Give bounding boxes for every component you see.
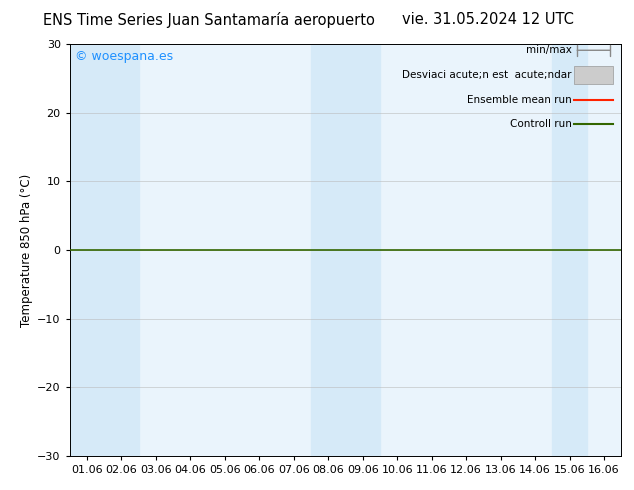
Bar xyxy=(346,44,380,456)
FancyBboxPatch shape xyxy=(574,66,613,84)
Bar xyxy=(311,44,346,456)
Text: Desviaci acute;n est  acute;ndar: Desviaci acute;n est acute;ndar xyxy=(402,70,572,80)
Text: min/max: min/max xyxy=(526,45,572,55)
Y-axis label: Temperature 850 hPa (°C): Temperature 850 hPa (°C) xyxy=(20,173,33,326)
Text: Ensemble mean run: Ensemble mean run xyxy=(467,95,572,105)
Text: ENS Time Series Juan Santamaría aeropuerto: ENS Time Series Juan Santamaría aeropuer… xyxy=(43,12,375,28)
Text: © woespana.es: © woespana.es xyxy=(75,50,173,63)
Text: Controll run: Controll run xyxy=(510,120,572,129)
Bar xyxy=(104,44,139,456)
Bar xyxy=(552,44,587,456)
Bar xyxy=(70,44,104,456)
Text: vie. 31.05.2024 12 UTC: vie. 31.05.2024 12 UTC xyxy=(402,12,574,27)
